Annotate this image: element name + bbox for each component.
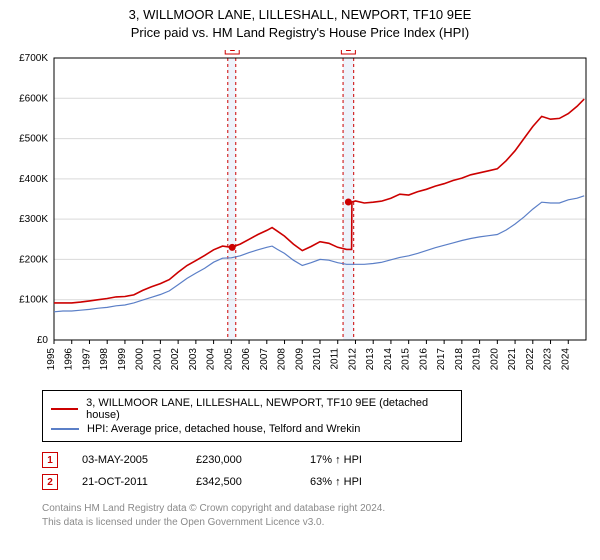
- svg-text:1999: 1999: [117, 348, 128, 371]
- footer-note: Contains HM Land Registry data © Crown c…: [42, 502, 594, 530]
- svg-text:2004: 2004: [206, 348, 217, 371]
- sale-marker-1: 1: [42, 452, 58, 468]
- title-block: 3, WILLMOOR LANE, LILLESHALL, NEWPORT, T…: [6, 6, 594, 42]
- svg-text:£200K: £200K: [19, 255, 48, 266]
- sales-row-2: 2 21-OCT-2011 £342,500 63% ↑ HPI: [42, 474, 594, 490]
- svg-text:1997: 1997: [81, 348, 92, 371]
- svg-text:£600K: £600K: [19, 94, 48, 105]
- svg-text:2024: 2024: [560, 348, 571, 371]
- svg-text:1: 1: [229, 50, 235, 54]
- sale-delta-1: 17% ↑ HPI: [310, 454, 400, 466]
- svg-text:£0: £0: [37, 335, 49, 346]
- svg-text:2008: 2008: [277, 348, 288, 371]
- sale-delta-2: 63% ↑ HPI: [310, 476, 400, 488]
- footer-line-1: Contains HM Land Registry data © Crown c…: [42, 502, 594, 516]
- svg-text:1998: 1998: [99, 348, 110, 371]
- svg-text:2003: 2003: [188, 348, 199, 371]
- svg-text:2014: 2014: [383, 348, 394, 371]
- price-chart: £0 £100K £200K £300K £400K £500K £600K £700K 199…: [6, 50, 594, 380]
- legend-label-1: 3, WILLMOOR LANE, LILLESHALL, NEWPORT, T…: [86, 397, 453, 421]
- svg-text:2019: 2019: [472, 348, 483, 371]
- svg-text:£100K: £100K: [19, 295, 48, 306]
- svg-text:2010: 2010: [312, 348, 323, 371]
- svg-text:2021: 2021: [507, 348, 518, 371]
- svg-text:2002: 2002: [170, 348, 181, 371]
- title-line-1: 3, WILLMOOR LANE, LILLESHALL, NEWPORT, T…: [6, 6, 594, 24]
- svg-text:2012: 2012: [347, 348, 358, 371]
- svg-text:2000: 2000: [135, 348, 146, 371]
- legend-row-1: 3, WILLMOOR LANE, LILLESHALL, NEWPORT, T…: [51, 397, 453, 421]
- svg-text:2015: 2015: [401, 348, 412, 371]
- svg-text:2018: 2018: [454, 348, 465, 371]
- sale-price-2: £342,500: [196, 476, 286, 488]
- footer-line-2: This data is licensed under the Open Gov…: [42, 516, 594, 530]
- svg-text:£300K: £300K: [19, 215, 48, 226]
- svg-text:2022: 2022: [525, 348, 536, 371]
- legend-label-2: HPI: Average price, detached house, Telf…: [87, 423, 360, 435]
- svg-text:2001: 2001: [152, 348, 163, 371]
- svg-text:2016: 2016: [418, 348, 429, 371]
- svg-text:2023: 2023: [543, 348, 554, 371]
- svg-text:£700K: £700K: [19, 53, 48, 64]
- svg-text:2005: 2005: [223, 348, 234, 371]
- legend-swatch-1: [51, 408, 78, 410]
- sale-price-1: £230,000: [196, 454, 286, 466]
- legend-swatch-2: [51, 428, 79, 430]
- svg-text:1996: 1996: [64, 348, 75, 371]
- svg-text:2009: 2009: [294, 348, 305, 371]
- sales-table: 1 03-MAY-2005 £230,000 17% ↑ HPI 2 21-OC…: [42, 452, 594, 490]
- sale-date-1: 03-MAY-2005: [82, 454, 172, 466]
- title-line-2: Price paid vs. HM Land Registry's House …: [6, 24, 594, 42]
- svg-text:2011: 2011: [330, 348, 341, 370]
- legend-box: 3, WILLMOOR LANE, LILLESHALL, NEWPORT, T…: [42, 390, 462, 442]
- svg-text:2: 2: [346, 50, 352, 54]
- svg-text:1995: 1995: [46, 348, 57, 371]
- svg-text:2020: 2020: [489, 348, 500, 371]
- svg-text:£400K: £400K: [19, 174, 48, 185]
- chart-svg: £0 £100K £200K £300K £400K £500K £600K £700K 199…: [6, 50, 594, 380]
- svg-text:2007: 2007: [259, 348, 270, 371]
- sale-marker-2: 2: [42, 474, 58, 490]
- sales-row-1: 1 03-MAY-2005 £230,000 17% ↑ HPI: [42, 452, 594, 468]
- svg-text:2006: 2006: [241, 348, 252, 371]
- sale-date-2: 21-OCT-2011: [82, 476, 172, 488]
- svg-text:2013: 2013: [365, 348, 376, 371]
- legend-row-2: HPI: Average price, detached house, Telf…: [51, 423, 453, 435]
- svg-text:2017: 2017: [436, 348, 447, 371]
- svg-text:£500K: £500K: [19, 134, 48, 145]
